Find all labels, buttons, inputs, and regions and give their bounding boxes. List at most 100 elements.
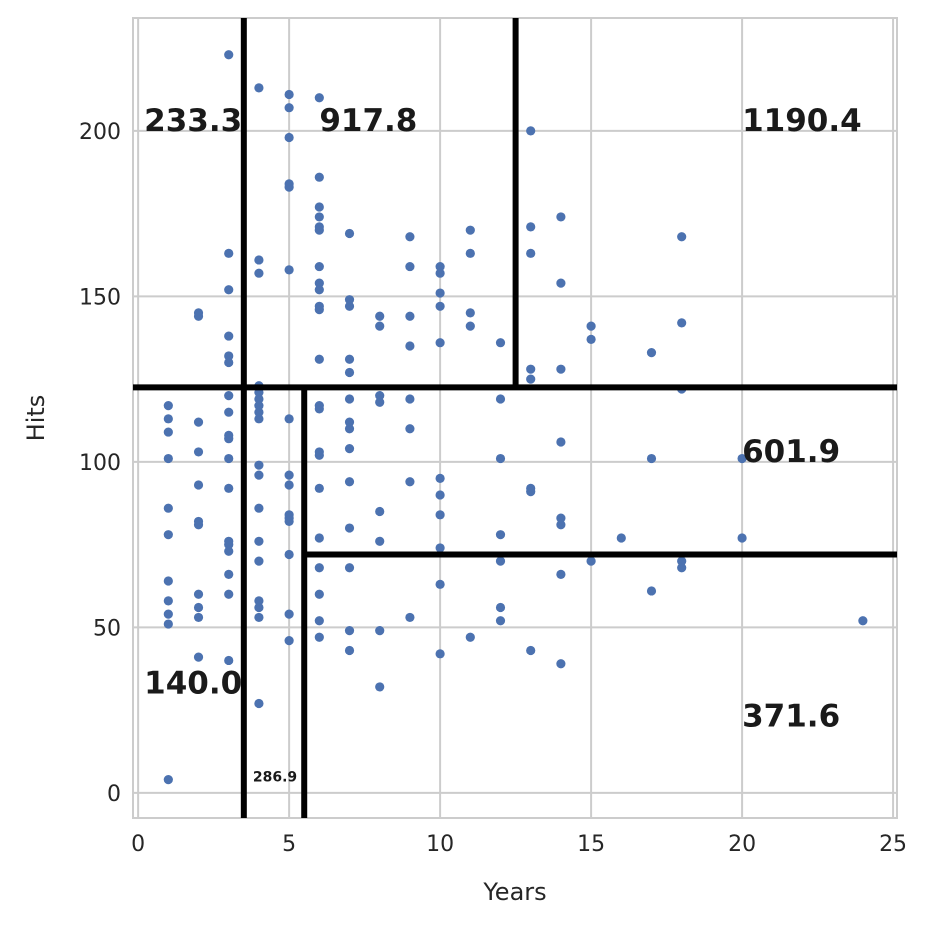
point [646, 453, 657, 464]
point [284, 549, 294, 560]
point [405, 341, 415, 351]
point [224, 540, 234, 550]
point [314, 93, 324, 103]
point [314, 285, 324, 295]
point [344, 477, 355, 487]
point [435, 268, 445, 278]
point [375, 321, 385, 331]
point [314, 483, 324, 493]
point [224, 453, 234, 464]
point [405, 232, 415, 242]
point [314, 404, 324, 414]
point [646, 586, 657, 596]
point [375, 626, 385, 636]
point [435, 301, 445, 311]
point [163, 427, 173, 437]
point [344, 295, 355, 305]
point [737, 453, 747, 464]
point [224, 655, 234, 666]
point [737, 533, 747, 543]
point [254, 255, 264, 265]
point [284, 516, 294, 527]
point [284, 470, 294, 480]
region-label: 917.8 [319, 103, 417, 139]
point [344, 563, 355, 573]
point [193, 589, 204, 599]
point [677, 556, 687, 566]
point [254, 407, 264, 417]
point [224, 351, 234, 361]
x-tick-label: 5 [282, 832, 296, 857]
point [254, 612, 264, 623]
x-tick-label: 25 [879, 832, 907, 857]
point [284, 103, 294, 113]
point [526, 645, 536, 656]
region-label: 371.6 [742, 699, 840, 735]
point [556, 659, 566, 669]
point [435, 649, 445, 659]
point [163, 453, 173, 464]
point [314, 533, 324, 543]
point [344, 394, 355, 404]
point [284, 265, 294, 275]
point [284, 89, 294, 100]
x-tick-label: 15 [577, 832, 605, 857]
point [556, 278, 566, 288]
point [435, 338, 445, 348]
point [556, 212, 566, 222]
point [435, 543, 445, 553]
point [224, 407, 234, 417]
point [375, 311, 385, 321]
point [254, 503, 264, 513]
point [495, 616, 506, 626]
point [677, 318, 687, 328]
point [254, 83, 264, 93]
point [224, 248, 234, 258]
point [224, 434, 234, 444]
point [314, 225, 324, 235]
point [254, 460, 264, 470]
point [344, 645, 355, 656]
point [646, 348, 657, 358]
point [556, 520, 566, 530]
point [314, 354, 324, 364]
point [193, 612, 204, 623]
region-label: 233.3 [144, 103, 242, 139]
region-label: 286.9 [253, 769, 297, 785]
point [858, 616, 868, 626]
point [193, 652, 204, 662]
point [224, 357, 234, 368]
point [435, 490, 445, 500]
point [586, 556, 596, 566]
point [495, 602, 506, 613]
region-label: 1190.4 [742, 103, 862, 139]
point [163, 576, 173, 586]
point [163, 400, 173, 411]
point [465, 308, 475, 318]
point [254, 470, 264, 480]
point [526, 126, 536, 136]
point [314, 202, 324, 212]
point [344, 354, 355, 364]
y-tick-label: 0 [107, 782, 121, 807]
point [314, 212, 324, 222]
point [193, 480, 204, 490]
point [556, 437, 566, 447]
point [405, 477, 415, 487]
point [193, 447, 204, 457]
point [526, 248, 536, 258]
point [284, 182, 294, 192]
point [224, 589, 234, 599]
point [314, 278, 324, 288]
point [344, 367, 355, 378]
point [193, 520, 204, 530]
point [556, 513, 566, 523]
x-axis-label: Years [482, 878, 546, 906]
point [284, 132, 294, 143]
point [314, 632, 324, 642]
point [405, 311, 415, 321]
point [586, 334, 596, 344]
point [344, 424, 355, 434]
point [254, 394, 264, 404]
point [163, 619, 173, 629]
